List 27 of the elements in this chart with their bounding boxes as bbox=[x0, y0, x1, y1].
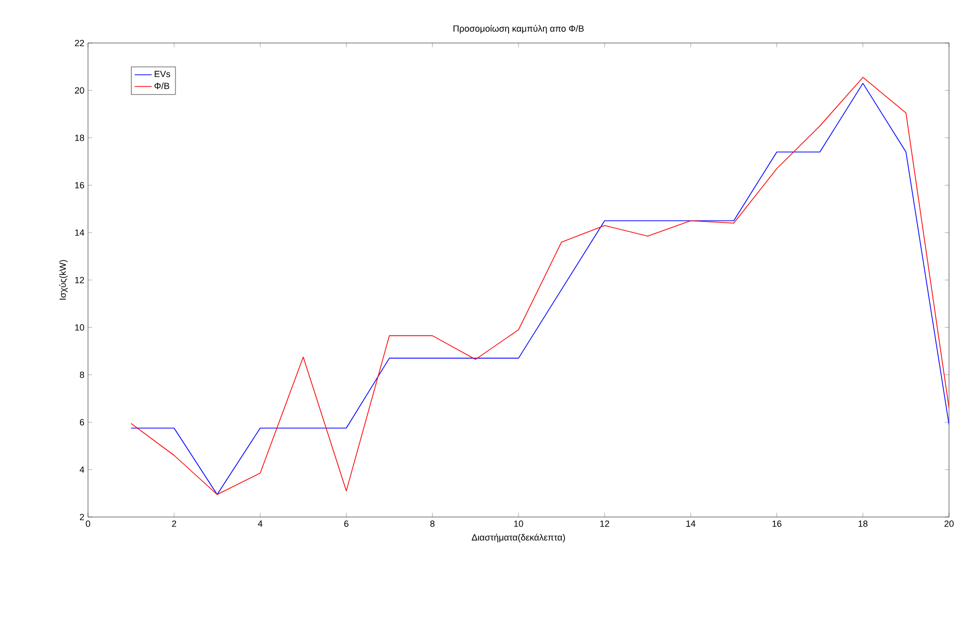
x-tick-label: 20 bbox=[944, 520, 954, 527]
x-tick-label: 8 bbox=[430, 520, 435, 527]
y-tick-label: 4 bbox=[80, 466, 84, 473]
y-tick-label: 8 bbox=[80, 372, 84, 378]
x-tick-label: 4 bbox=[258, 520, 262, 527]
y-tick-label: 18 bbox=[75, 134, 84, 141]
legend-label: EVs bbox=[154, 70, 170, 78]
y-tick-label: 6 bbox=[80, 419, 84, 426]
y-tick-label: 22 bbox=[74, 40, 84, 46]
y-tick-label: 12 bbox=[75, 276, 84, 284]
chart-title: Προσομοίωση καμπύλη απο Φ/Β bbox=[454, 24, 584, 34]
y-tick-label: 2 bbox=[80, 514, 84, 520]
x-tick-label: 16 bbox=[772, 520, 782, 527]
x-tick-label: 14 bbox=[686, 520, 696, 527]
y-tick-label: 10 bbox=[75, 324, 84, 331]
x-tick-label: 18 bbox=[858, 520, 868, 527]
legend-label: Φ/Β bbox=[154, 82, 170, 90]
y-tick-label: 16 bbox=[75, 182, 84, 188]
x-tick-label: 10 bbox=[514, 520, 524, 527]
x-tick-label: 2 bbox=[172, 520, 176, 527]
x-tick-label: 0 bbox=[86, 520, 90, 527]
y-tick-label: 14 bbox=[75, 230, 84, 236]
y-tick-label: 20 bbox=[74, 87, 84, 94]
x-tick-label: 6 bbox=[344, 520, 348, 527]
x-tick-label: 12 bbox=[600, 520, 610, 527]
x-axis-title: Διαστήματα(δεκάλεπτα) bbox=[472, 534, 565, 542]
y-axis-title: Ισχύς(kW) bbox=[59, 260, 68, 300]
